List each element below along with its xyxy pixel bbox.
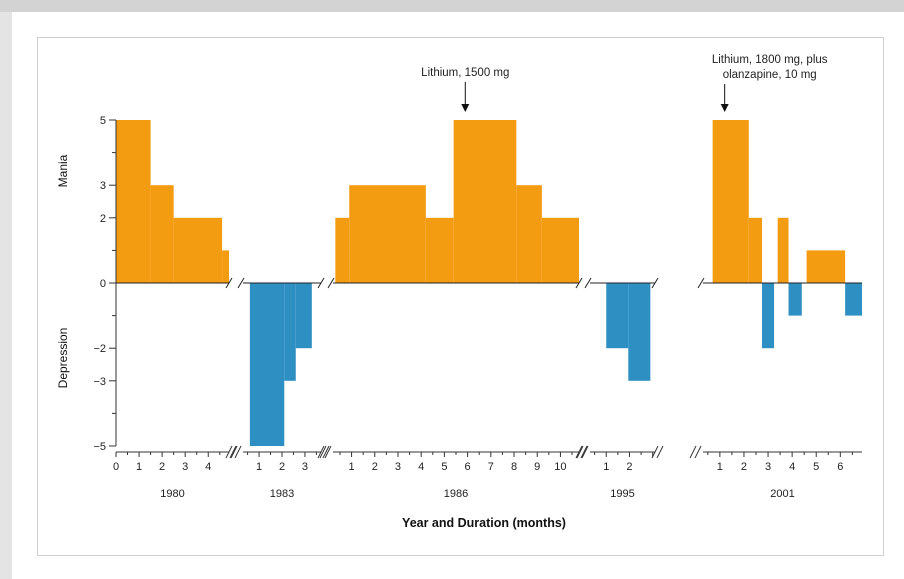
x-axis-break-mark	[575, 445, 583, 459]
x-tick-label: 0	[113, 461, 119, 473]
y-label-mania: Mania	[56, 154, 70, 187]
x-axis-break-mark	[317, 445, 325, 459]
x-tick-label: 4	[789, 461, 795, 473]
mania-bar	[516, 185, 542, 283]
annotation-lithium-1800-line2: olanzapine, 10 mg	[723, 69, 817, 81]
depression-bar	[762, 283, 775, 349]
axis-break-mark	[237, 277, 245, 289]
x-tick-label: 8	[511, 461, 517, 473]
depression-bar	[628, 283, 651, 381]
x-axis-break-mark	[319, 445, 327, 459]
axis-break-mark	[327, 277, 335, 289]
x-axis-break-mark	[229, 445, 237, 459]
mania-bar	[453, 120, 517, 283]
x-tick-label: 4	[418, 461, 424, 473]
mania-bar	[806, 250, 846, 283]
year-label: 1986	[444, 488, 468, 500]
x-tick-label: 2	[741, 461, 747, 473]
x-axis-break-mark	[689, 445, 697, 459]
x-axis-break-mark	[580, 445, 588, 459]
x-tick-label: 1	[136, 461, 142, 473]
mania-bar	[748, 217, 763, 283]
y-tick-label: 2	[100, 213, 106, 225]
axis-break-mark	[317, 277, 325, 289]
x-tick-label: 3	[395, 461, 401, 473]
x-axis-title: Year and Duration (months)	[402, 516, 566, 530]
x-axis-break-mark	[322, 445, 330, 459]
x-tick-label: 9	[534, 461, 540, 473]
x-axis-break-mark	[230, 445, 238, 459]
year-label: 1995	[610, 488, 634, 500]
x-tick-label: 2	[279, 461, 285, 473]
year-label: 1983	[270, 488, 294, 500]
mania-bar	[173, 217, 223, 283]
x-axis-break-mark	[324, 445, 332, 459]
labels-layer: 5 3 2 0 −2 −3 −5 0 1 2 3 4 1980 1 2 3 1983 1 2 3 4 5 6 7 8 9 10 198…	[93, 54, 843, 500]
x-tick-label: 5	[441, 461, 447, 473]
depression-bar	[606, 283, 629, 349]
x-tick-label: 2	[626, 461, 632, 473]
y-tick-label: 5	[100, 115, 106, 127]
mania-bar	[335, 217, 350, 283]
mania-bar	[349, 185, 426, 283]
x-tick-label: 3	[765, 461, 771, 473]
annotation-arrow-head	[720, 104, 729, 112]
mania-bar	[222, 250, 229, 283]
depression-bar	[788, 283, 802, 316]
x-tick-label: 5	[813, 461, 819, 473]
x-tick-label: 2	[159, 461, 165, 473]
depression-bar	[295, 283, 312, 349]
year-label: 1980	[160, 488, 184, 500]
axis-break-mark	[584, 277, 592, 289]
mania-bar	[425, 217, 454, 283]
mania-bar	[777, 217, 789, 283]
annotation-lithium-1800-line1: Lithium, 1800 mg, plus	[712, 54, 828, 66]
mania-bar	[150, 185, 174, 283]
mania-bar	[541, 217, 579, 283]
x-tick-label: 1	[603, 461, 609, 473]
x-axis-break-mark	[656, 445, 664, 459]
x-axis-break-mark	[694, 445, 702, 459]
x-tick-label: 1	[717, 461, 723, 473]
year-label: 2001	[770, 488, 794, 500]
axes-layer	[109, 82, 862, 459]
annotation-lithium-1500: Lithium, 1500 mg	[421, 67, 509, 79]
axis-break-mark	[225, 277, 233, 289]
x-tick-label: 6	[465, 461, 471, 473]
x-tick-label: 6	[837, 461, 843, 473]
x-tick-label: 2	[372, 461, 378, 473]
y-tick-label: −5	[93, 441, 106, 453]
axis-break-mark	[651, 277, 659, 289]
x-axis-break-mark	[225, 445, 233, 459]
left-rule	[0, 12, 12, 579]
x-axis-break-mark	[234, 445, 242, 459]
x-axis-break-mark	[576, 445, 584, 459]
x-tick-label: 1	[349, 461, 355, 473]
x-tick-label: 1	[256, 461, 262, 473]
annotation-arrow-head	[461, 104, 470, 112]
x-tick-label: 3	[182, 461, 188, 473]
x-tick-label: 10	[554, 461, 566, 473]
x-tick-label: 3	[302, 461, 308, 473]
x-tick-label: 4	[205, 461, 211, 473]
y-tick-label: 3	[100, 180, 106, 192]
bars-layer	[116, 120, 862, 446]
axis-break-mark	[575, 277, 583, 289]
x-axis-break-mark	[581, 445, 589, 459]
y-tick-label: −2	[93, 343, 106, 355]
x-tick-label: 7	[488, 461, 494, 473]
y-label-depression: Depression	[56, 328, 70, 389]
depression-bar	[284, 283, 296, 381]
y-tick-label: −3	[93, 376, 106, 388]
top-rule	[0, 0, 904, 12]
mania-bar	[712, 120, 749, 283]
depression-bar	[249, 283, 285, 446]
y-tick-label: 0	[100, 278, 106, 290]
mania-bar	[116, 120, 151, 283]
axis-break-mark	[697, 277, 705, 289]
depression-bar	[845, 283, 862, 316]
